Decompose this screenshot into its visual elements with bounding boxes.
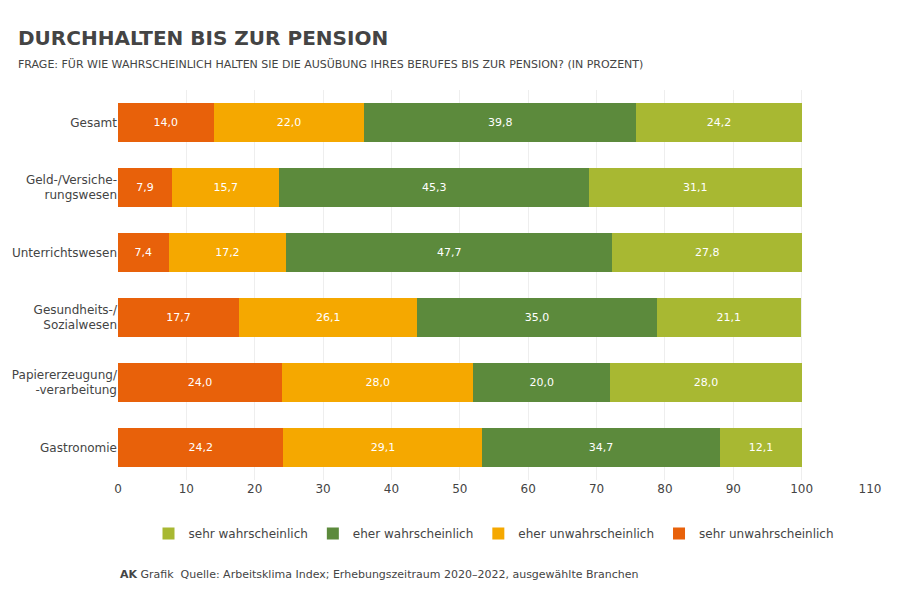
svg-text:29,1: 29,1 xyxy=(371,441,396,454)
svg-text:eher unwahrscheinlich: eher unwahrscheinlich xyxy=(518,527,654,541)
svg-text:Unterrichtswesen: Unterrichtswesen xyxy=(12,246,117,260)
svg-text:12,1: 12,1 xyxy=(749,441,774,454)
svg-text:100: 100 xyxy=(790,482,813,496)
svg-text:Gastronomie: Gastronomie xyxy=(40,441,117,455)
svg-text:24,2: 24,2 xyxy=(188,441,213,454)
svg-text:39,8: 39,8 xyxy=(488,116,513,129)
svg-text:80: 80 xyxy=(657,482,672,496)
svg-text:28,0: 28,0 xyxy=(366,376,391,389)
svg-text:22,0: 22,0 xyxy=(277,116,302,129)
svg-text:10: 10 xyxy=(179,482,194,496)
svg-text:Gesamt: Gesamt xyxy=(70,116,117,130)
svg-text:50: 50 xyxy=(452,482,467,496)
svg-text:21,1: 21,1 xyxy=(717,311,742,324)
svg-text:15,7: 15,7 xyxy=(213,181,238,194)
svg-text:90: 90 xyxy=(726,482,741,496)
svg-text:7,4: 7,4 xyxy=(135,246,153,259)
svg-text:26,1: 26,1 xyxy=(316,311,341,324)
svg-text:17,7: 17,7 xyxy=(166,311,191,324)
svg-text:30: 30 xyxy=(315,482,330,496)
svg-text:24,2: 24,2 xyxy=(707,116,732,129)
svg-text:DURCHHALTEN BIS ZUR PENSION: DURCHHALTEN BIS ZUR PENSION xyxy=(18,26,388,50)
svg-text:27,8: 27,8 xyxy=(695,246,720,259)
svg-text:Geld-/Versiche-rungswesen: Geld-/Versiche-rungswesen xyxy=(26,173,117,203)
svg-text:40: 40 xyxy=(384,482,399,496)
svg-text:eher wahrscheinlich: eher wahrscheinlich xyxy=(353,527,473,541)
svg-text:35,0: 35,0 xyxy=(525,311,550,324)
svg-text:FRAGE: FÜR WIE WAHRSCHEINLICH: FRAGE: FÜR WIE WAHRSCHEINLICH HALTEN SIE… xyxy=(18,58,643,71)
svg-text:20,0: 20,0 xyxy=(530,376,555,389)
svg-text:14,0: 14,0 xyxy=(154,116,179,129)
svg-text:28,0: 28,0 xyxy=(694,376,719,389)
svg-text:7,9: 7,9 xyxy=(136,181,154,194)
svg-text:17,2: 17,2 xyxy=(215,246,240,259)
svg-text:AK Grafik Quelle: Arbeitsklim: AK Grafik Quelle: Arbeitsklima Index; Er… xyxy=(120,568,639,581)
svg-text:34,7: 34,7 xyxy=(589,441,614,454)
svg-text:45,3: 45,3 xyxy=(422,181,447,194)
svg-text:60: 60 xyxy=(521,482,536,496)
svg-text:24,0: 24,0 xyxy=(188,376,213,389)
svg-text:sehr wahrscheinlich: sehr wahrscheinlich xyxy=(189,527,308,541)
svg-text:Gesundheits-/Sozialwesen: Gesundheits-/Sozialwesen xyxy=(34,303,118,333)
svg-text:70: 70 xyxy=(589,482,604,496)
svg-text:31,1: 31,1 xyxy=(683,181,708,194)
svg-text:20: 20 xyxy=(247,482,262,496)
svg-text:47,7: 47,7 xyxy=(437,246,462,259)
svg-text:Papiererzeugung/-verarbeitung: Papiererzeugung/-verarbeitung xyxy=(12,368,118,398)
svg-text:0: 0 xyxy=(114,482,122,496)
svg-text:sehr unwahrscheinlich: sehr unwahrscheinlich xyxy=(699,527,834,541)
svg-text:110: 110 xyxy=(859,482,882,496)
